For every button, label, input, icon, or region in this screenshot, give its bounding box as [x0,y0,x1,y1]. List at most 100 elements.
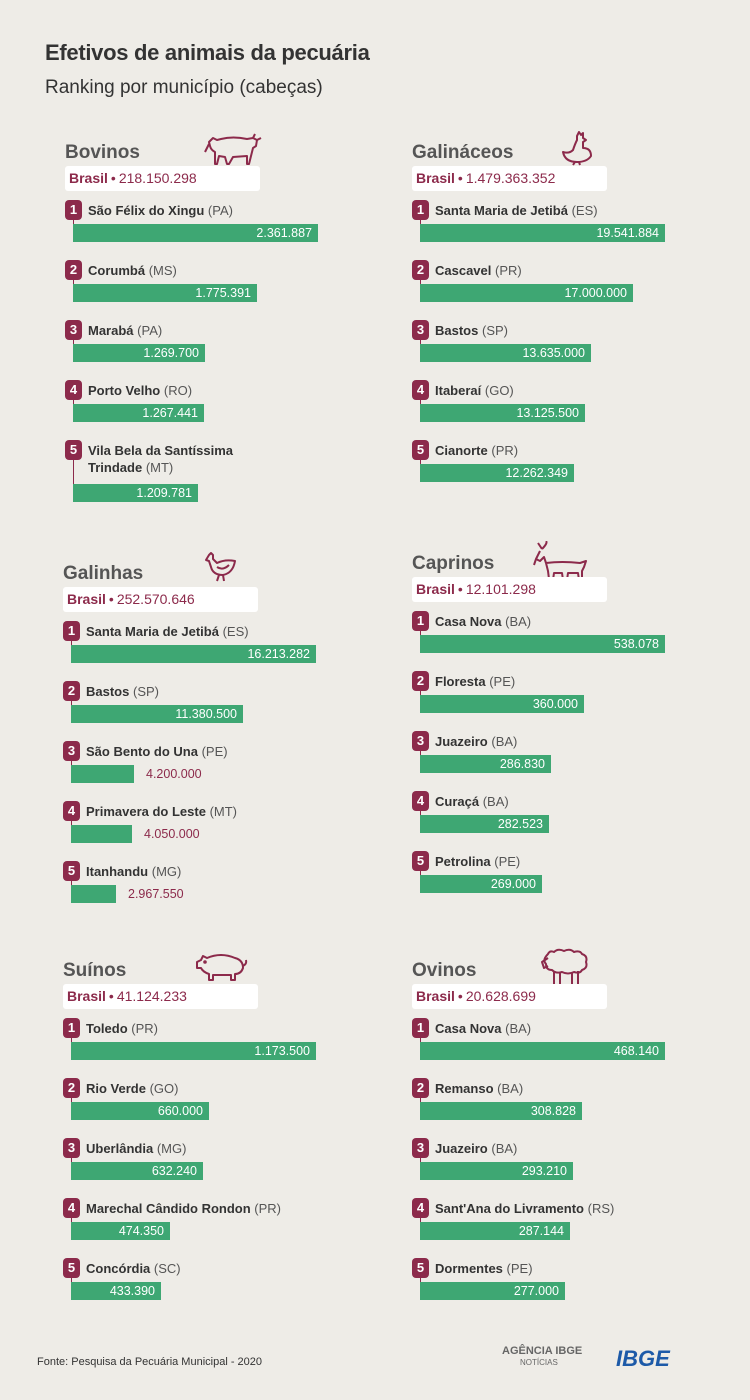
value-bar [71,645,316,663]
municipality-label: Santa Maria de Jetibá (ES) [86,624,249,639]
value-label: 1.269.700 [143,346,199,360]
brasil-total: Brasil • 41.124.233 [63,984,258,1009]
brasil-value: 252.570.646 [116,591,195,607]
separator-dot: • [457,581,463,597]
value-bar [420,464,574,482]
agencia-ibge-logo: AGÊNCIA IBGE NOTÍCIAS [502,1345,583,1368]
value-label: 13.125.500 [516,406,579,420]
rank-badge: 4 [63,1198,80,1218]
value-bar [420,635,665,653]
ranking-row: 4 Itaberaí (GO) 13.125.500 [412,380,732,440]
ranking-row: 2 Remanso (BA) 308.828 [412,1078,732,1138]
ranking-row: 1 Santa Maria de Jetibá (ES) 16.213.282 [63,621,383,681]
brasil-value: 1.479.363.352 [465,170,556,186]
brasil-label: Brasil [69,170,108,186]
ranking-row: 2 Bastos (SP) 11.380.500 [63,681,383,741]
municipality-label: Corumbá (MS) [88,263,177,278]
panel-1: Galináceos Brasil • 1.479.363.352 1 Santa Mar… [412,131,732,532]
value-label: 474.350 [118,1224,164,1238]
brasil-total: Brasil • 12.101.298 [412,577,607,602]
goat-icon [532,540,592,596]
value-label: 293.210 [521,1164,567,1178]
ranking-row: 3 Bastos (SP) 13.635.000 [412,320,732,380]
ranking-row: 5 Dormentes (PE) 277.000 [412,1258,732,1318]
ranking-row: 3 Juazeiro (BA) 286.830 [412,731,732,791]
municipality-label: Juazeiro (BA) [435,1141,518,1156]
ranking-row: 3 Marabá (PA) 1.269.700 [65,320,385,380]
panel-0: Bovinos Brasil • 218.150.298 1 São Félix do X… [65,133,385,532]
municipality-label: Petrolina (PE) [435,854,521,869]
ranking-row: 4 Primavera do Leste (MT) 4.050.000 [63,801,383,861]
panel-title: Suínos [63,960,127,981]
brasil-total: Brasil • 20.628.699 [412,984,607,1009]
value-label: 16.213.282 [247,647,310,661]
municipality-label: Casa Nova (BA) [435,1021,532,1036]
ranking-row: 4 Marechal Cândido Rondon (PR) 474.350 [63,1198,383,1258]
municipality-label: Itanhandu (MG) [86,864,182,879]
municipality-label: Bastos (SP) [435,323,508,338]
ranking-row: 1 Casa Nova (BA) 468.140 [412,1018,732,1078]
rank-badge: 5 [412,851,429,871]
value-bar [71,825,132,843]
value-bar [73,484,198,502]
ranking-row: 1 São Félix do Xingu (PA) 2.361.887 [65,200,385,260]
value-label: 632.240 [151,1164,197,1178]
value-bar [420,224,665,242]
ranking-row: 1 Casa Nova (BA) 538.078 [412,611,732,671]
municipality-label: Cianorte (PR) [435,443,519,458]
brasil-value: 20.628.699 [465,988,536,1004]
municipality-label: Casa Nova (BA) [435,614,532,629]
rank-badge: 4 [412,380,429,400]
panel-title: Galináceos [412,142,514,163]
value-label: 308.828 [530,1104,576,1118]
municipality-label: Toledo (PR) [86,1021,158,1036]
rank-badge: 3 [65,320,82,340]
ranking-row: 3 Juazeiro (BA) 293.210 [412,1138,732,1198]
rank-badge: 1 [412,1018,429,1038]
value-label: 11.380.500 [175,707,237,721]
value-bar [420,1102,582,1120]
municipality-label: Dormentes (PE) [435,1261,533,1276]
rank-badge: 2 [63,1078,80,1098]
brasil-label: Brasil [416,988,455,1004]
panel-title: Bovinos [65,142,140,163]
value-label: 1.173.500 [254,1044,310,1058]
value-label: 433.390 [109,1284,155,1298]
municipality-label: Sant'Ana do Livramento (RS) [435,1201,615,1216]
panel-2: Galinhas Brasil • 252.570.646 1 Santa Maria d… [63,552,383,953]
value-label: 660.000 [157,1104,203,1118]
value-label: 1.775.391 [195,286,251,300]
value-label: 13.635.000 [522,346,585,360]
panel-title: Caprinos [412,553,495,574]
value-bar [71,765,134,783]
municipality-label: Curaçá (BA) [435,794,509,809]
panel-5: Ovinos Brasil • 20.628.699 1 Casa Nova (BA) 46… [412,948,732,1350]
value-bar [71,705,243,723]
rank-badge: 5 [65,440,82,460]
value-label: 282.523 [497,817,543,831]
value-label: 277.000 [513,1284,559,1298]
rank-badge: 3 [412,1138,429,1158]
ranking-row: 1 Santa Maria de Jetibá (ES) 19.541.884 [412,200,732,260]
value-bar [71,885,116,903]
rank-badge: 5 [63,861,80,881]
separator-dot: • [108,591,114,607]
rooster-icon [557,130,593,171]
municipality-label: Uberlândia (MG) [86,1141,187,1156]
rank-badge: 3 [63,1138,80,1158]
ranking-row: 5 Cianorte (PR) 12.262.349 [412,440,732,500]
rank-badge: 1 [63,1018,80,1038]
panel-title: Ovinos [412,960,477,981]
brasil-total: Brasil • 218.150.298 [65,166,260,191]
value-bar [71,1282,161,1300]
brasil-value: 41.124.233 [116,988,187,1004]
rank-badge: 2 [412,671,429,691]
rank-badge: 1 [412,611,429,631]
value-label: 12.262.349 [505,466,568,480]
pig-icon [193,948,249,987]
value-label: 468.140 [613,1044,659,1058]
value-label: 2.361.887 [256,226,312,240]
brasil-total: Brasil • 1.479.363.352 [412,166,607,191]
ranking-row: 2 Floresta (PE) 360.000 [412,671,732,731]
rank-badge: 3 [412,731,429,751]
